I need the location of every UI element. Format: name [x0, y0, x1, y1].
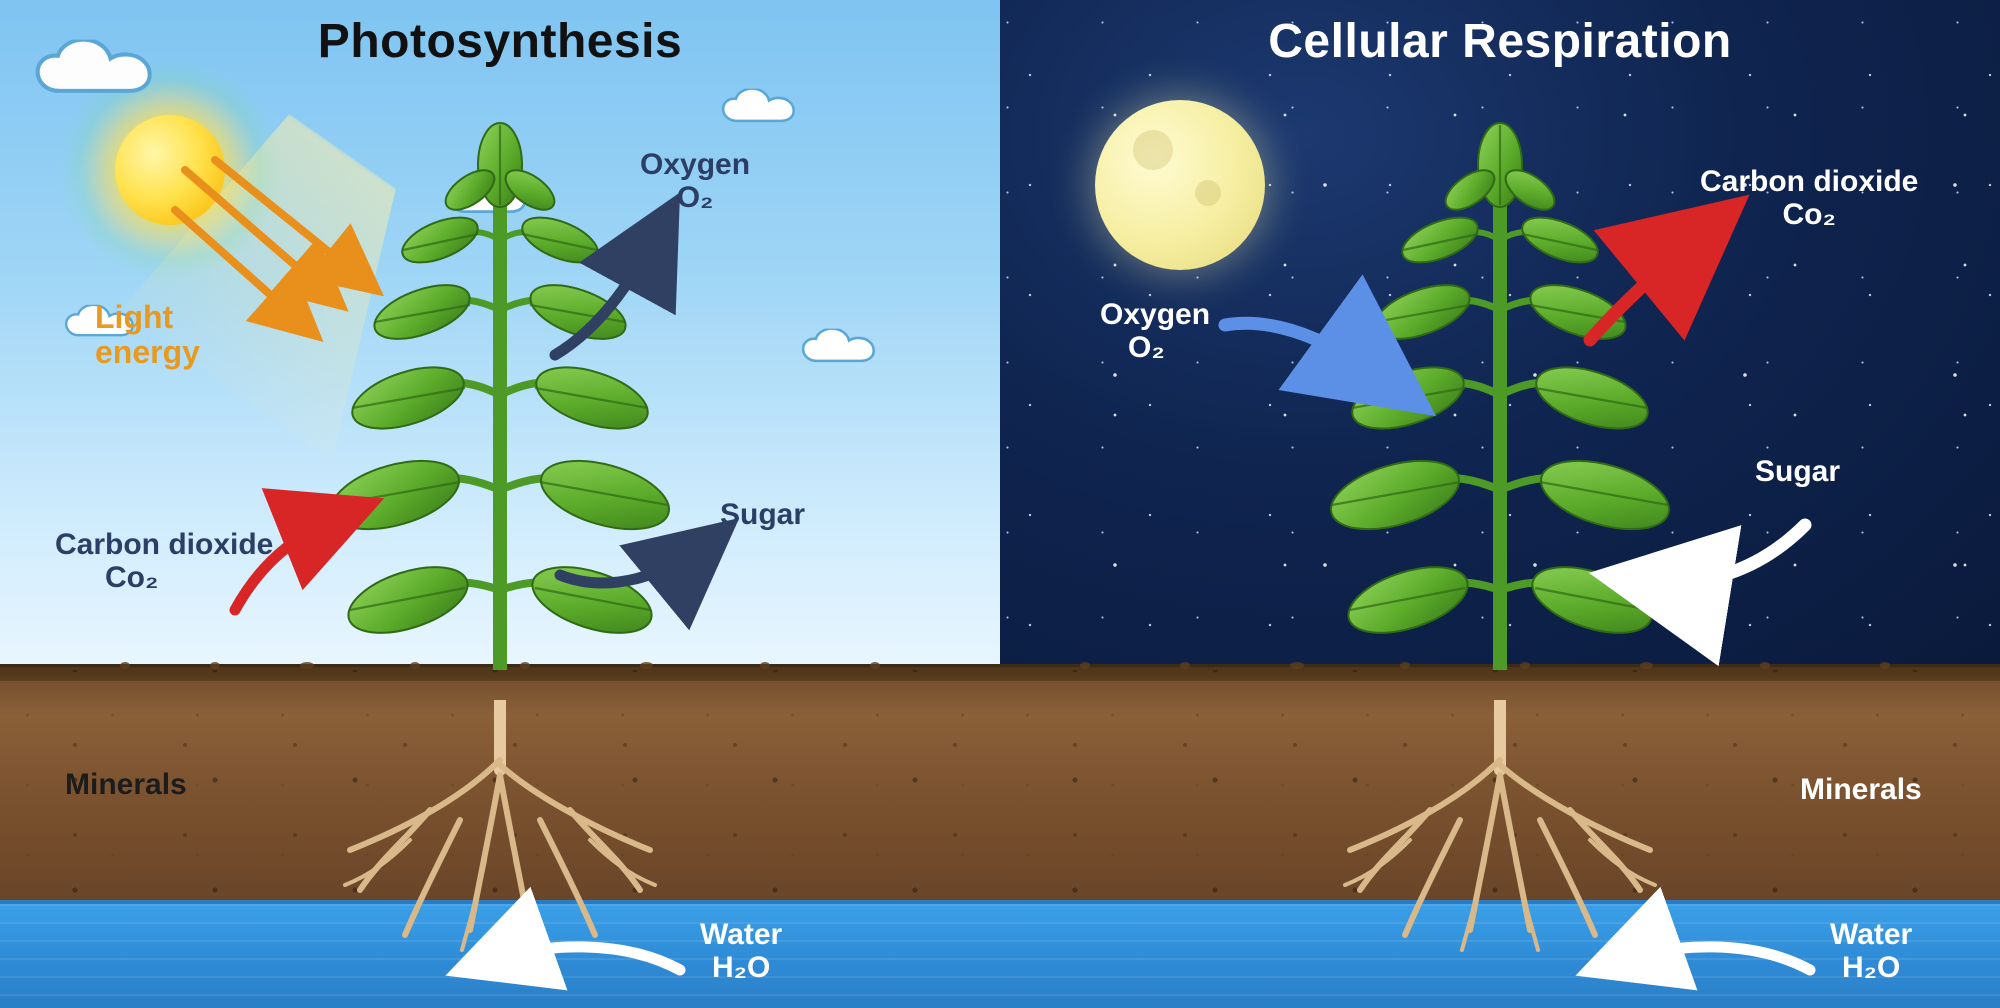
label-formula: H₂O — [1842, 951, 1900, 984]
moon-icon — [1095, 100, 1265, 270]
arrow-oxygen-out — [545, 205, 685, 365]
arrow-sugar-in — [1615, 510, 1815, 610]
label-oxygen: Oxygen O₂ — [640, 148, 750, 214]
label-formula: Co₂ — [55, 561, 158, 594]
label-minerals: Minerals — [1800, 773, 1922, 806]
label-formula: Co₂ — [1783, 198, 1836, 231]
panel-title: Photosynthesis — [0, 14, 1000, 69]
label-text: Water — [1830, 918, 1912, 951]
label-water: Water H₂O — [700, 918, 782, 984]
label-text: Carbon dioxide — [1700, 165, 1918, 198]
label-formula: H₂O — [712, 951, 770, 984]
label-light-energy: Light energy — [95, 300, 200, 370]
arrow-sugar-out — [550, 520, 730, 600]
label-minerals: Minerals — [65, 768, 187, 801]
label-text: Water — [700, 918, 782, 951]
panel-photosynthesis: Photosynthesis Light energy Oxygen O₂ Ca… — [0, 0, 1000, 1008]
cloud-icon — [720, 89, 831, 130]
label-text: energy — [95, 334, 200, 370]
label-formula: O₂ — [1100, 331, 1165, 364]
arrow-oxygen-in — [1215, 305, 1415, 415]
label-sugar: Sugar — [720, 498, 805, 531]
label-text: Carbon dioxide — [55, 528, 273, 561]
panel-title: Cellular Respiration — [1000, 14, 2000, 69]
arrow-water-in — [1585, 930, 1825, 990]
diagram-stage: Photosynthesis Light energy Oxygen O₂ Ca… — [0, 0, 2000, 1008]
label-sugar: Sugar — [1755, 455, 1840, 488]
label-oxygen: Oxygen O₂ — [1100, 298, 1210, 364]
label-co2: Carbon dioxide Co₂ — [55, 528, 273, 594]
panel-respiration: Cellular Respiration Oxygen O₂ Carbon di… — [1000, 0, 2000, 1008]
label-text: Oxygen — [640, 148, 750, 181]
label-text: Oxygen — [1100, 298, 1210, 331]
cloud-icon — [800, 329, 911, 370]
label-water: Water H₂O — [1830, 918, 1912, 984]
label-text: Light — [95, 299, 173, 335]
label-formula: O₂ — [677, 181, 714, 214]
label-co2: Carbon dioxide Co₂ — [1700, 165, 1918, 231]
arrow-light-rays — [175, 160, 435, 380]
arrow-water-in — [455, 930, 695, 990]
